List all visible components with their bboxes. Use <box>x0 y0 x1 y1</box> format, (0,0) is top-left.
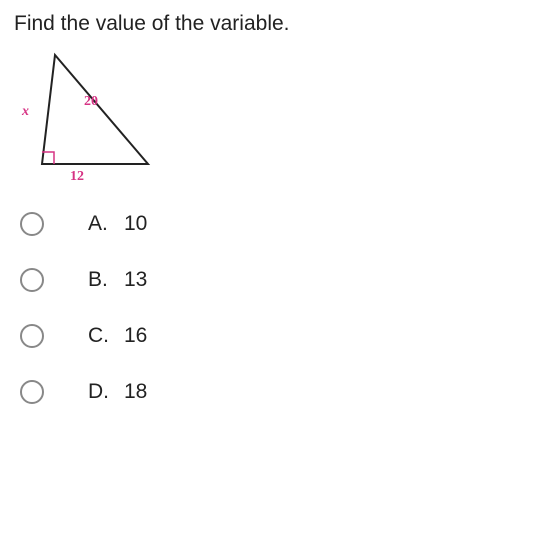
option-letter-a: A. <box>88 212 124 236</box>
triangle-diagram: x 20 12 <box>20 52 190 192</box>
label-hypotenuse: 20 <box>84 94 98 110</box>
option-b[interactable]: B. 13 <box>14 268 527 292</box>
option-a[interactable]: A. 10 <box>14 212 527 236</box>
radio-circle-d[interactable] <box>20 380 44 404</box>
radio-circle-a[interactable] <box>20 212 44 236</box>
radio-circle-b[interactable] <box>20 268 44 292</box>
option-value-c: 16 <box>124 324 147 348</box>
label-x: x <box>22 104 29 120</box>
radio-circle-c[interactable] <box>20 324 44 348</box>
label-base: 12 <box>70 169 84 185</box>
option-value-a: 10 <box>124 212 147 236</box>
option-d[interactable]: D. 18 <box>14 380 527 404</box>
option-letter-b: B. <box>88 268 124 292</box>
triangle-svg <box>20 52 190 192</box>
question-prompt: Find the value of the variable. <box>14 12 527 36</box>
option-letter-c: C. <box>88 324 124 348</box>
option-c[interactable]: C. 16 <box>14 324 527 348</box>
option-letter-d: D. <box>88 380 124 404</box>
option-value-b: 13 <box>124 268 147 292</box>
option-value-d: 18 <box>124 380 147 404</box>
